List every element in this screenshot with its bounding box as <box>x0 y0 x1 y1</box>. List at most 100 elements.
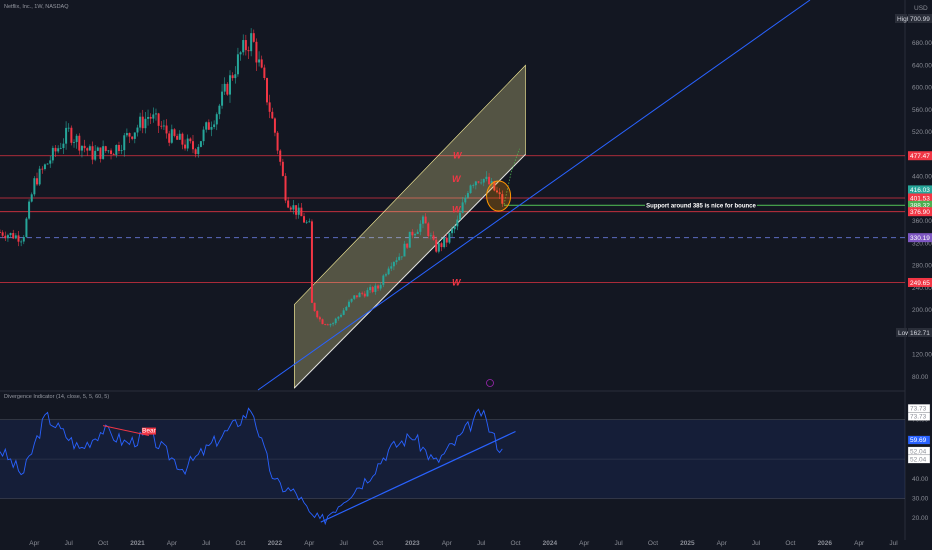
rsi-tag-label: 52.04 <box>910 448 927 455</box>
pattern-w-label: W <box>452 174 462 184</box>
candle-body <box>125 133 128 136</box>
candle-body <box>252 33 255 42</box>
candle-body <box>281 161 284 176</box>
annotation-box <box>645 200 757 211</box>
candle-body <box>88 146 91 151</box>
candle-body <box>191 141 194 150</box>
candle-body <box>242 40 245 53</box>
candle-body <box>347 301 350 307</box>
high-value: 700.99 <box>910 16 930 23</box>
candle-body <box>205 122 208 130</box>
candle-body <box>170 129 173 143</box>
candle-body <box>43 164 46 170</box>
high-label: High <box>897 16 911 23</box>
time-tick-label: Oct <box>510 540 520 547</box>
candle-body <box>17 235 20 242</box>
price-tick-label: 240.00 <box>912 285 932 292</box>
candle-body <box>379 284 382 289</box>
candle-body <box>493 181 496 191</box>
currency-label: USD <box>914 5 928 12</box>
time-tick-label: 2026 <box>818 540 833 547</box>
time-tick-label: Apr <box>29 540 40 547</box>
support-zone-circle <box>486 180 512 212</box>
candle-body <box>46 163 49 165</box>
candle-body <box>168 133 171 143</box>
candle-body <box>38 168 41 185</box>
price-tag <box>908 185 932 195</box>
long-trendline <box>257 0 811 391</box>
candle-body <box>421 216 424 224</box>
candle-body <box>469 185 472 194</box>
candle-body <box>226 83 229 95</box>
rsi-line <box>0 407 503 526</box>
price-tick-label: 360.00 <box>912 218 932 225</box>
candle-body <box>157 113 160 126</box>
rsi-tag <box>907 454 931 464</box>
candle-body <box>239 52 242 55</box>
price-tick-label: 640.00 <box>912 62 932 69</box>
candle-body <box>345 306 348 311</box>
candle-body <box>80 145 83 151</box>
candle-body <box>96 147 99 151</box>
candle-body <box>30 194 33 202</box>
bear-divergence-line <box>102 425 150 436</box>
candle-body <box>464 197 467 203</box>
candle-body <box>305 221 308 223</box>
candle-body <box>456 219 459 227</box>
low-value-box <box>908 328 932 337</box>
price-tick-label: 440.00 <box>912 174 932 181</box>
candle-body <box>231 75 234 79</box>
candle-body <box>6 235 9 239</box>
time-tick-label: Apr <box>717 540 728 547</box>
time-tick-label: 2024 <box>543 540 558 547</box>
candle-body <box>28 201 31 219</box>
price-tag <box>908 233 932 243</box>
candle-body <box>65 127 68 144</box>
candle-body <box>342 310 345 315</box>
candle-body <box>392 262 395 267</box>
candle-body <box>149 116 152 119</box>
candle-body <box>215 114 218 125</box>
candle-body <box>419 223 422 232</box>
replay-marker-icon[interactable] <box>486 379 494 387</box>
candle-body <box>477 181 480 183</box>
candle-body <box>414 234 417 236</box>
price-tag <box>908 193 932 203</box>
candle-body <box>221 91 224 106</box>
candle-body <box>144 118 147 129</box>
candle-body <box>297 207 300 215</box>
candle-body <box>94 150 97 160</box>
time-tick-label: Apr <box>442 540 453 547</box>
candle-body <box>199 141 202 147</box>
time-tick-label: 2022 <box>268 540 283 547</box>
time-tick-label: Jul <box>202 540 211 547</box>
price-tag-label: 388.32 <box>910 203 930 210</box>
candle-body <box>480 182 483 184</box>
candle-body <box>308 221 311 223</box>
time-tick-label: Apr <box>854 540 865 547</box>
candle-body <box>104 146 107 151</box>
candle-body <box>70 127 73 143</box>
candle-body <box>416 231 419 235</box>
candle-body <box>141 116 144 129</box>
candle-body <box>194 149 197 155</box>
price-tag <box>908 207 932 217</box>
candle-body <box>316 310 319 318</box>
candle-body <box>498 192 501 195</box>
candle-body <box>443 237 446 248</box>
time-tick-label: Jul <box>65 540 74 547</box>
price-tick-label: 520.00 <box>912 129 932 136</box>
price-tag-label: 330.19 <box>910 235 930 242</box>
candle-body <box>152 114 155 119</box>
pattern-w-label: W <box>453 151 463 161</box>
rsi-tag-label: 52.04 <box>910 456 927 463</box>
candle-body <box>1 232 4 236</box>
candle-body <box>329 324 332 326</box>
pattern-w-label: W <box>452 205 462 215</box>
candle-body <box>236 54 239 75</box>
candle-body <box>268 102 271 112</box>
candle-body <box>228 75 231 95</box>
high-value-box <box>908 14 932 23</box>
candle-body <box>14 235 17 239</box>
